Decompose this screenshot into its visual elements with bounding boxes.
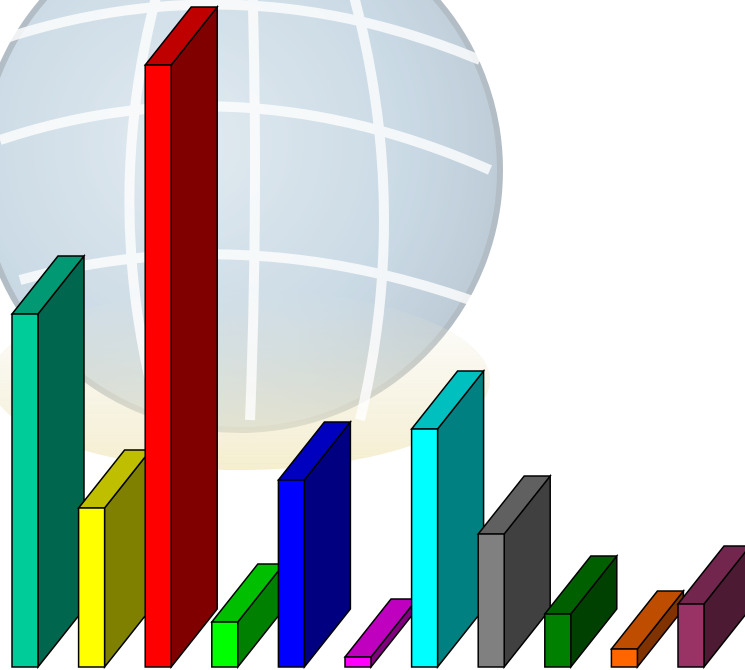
bar bbox=[77, 507, 106, 668]
bar bbox=[11, 313, 39, 668]
bar-side bbox=[170, 4, 218, 670]
bar bbox=[544, 613, 572, 668]
bar bbox=[211, 621, 239, 668]
bar bbox=[144, 64, 172, 668]
bar-side bbox=[37, 253, 85, 670]
bar bbox=[277, 479, 306, 668]
bar bbox=[410, 428, 439, 668]
bar bbox=[477, 533, 505, 668]
bars bbox=[10, 4, 745, 670]
bar bbox=[610, 648, 639, 668]
bar bbox=[677, 603, 705, 668]
background-globe bbox=[0, 0, 503, 470]
bar bbox=[344, 656, 372, 668]
